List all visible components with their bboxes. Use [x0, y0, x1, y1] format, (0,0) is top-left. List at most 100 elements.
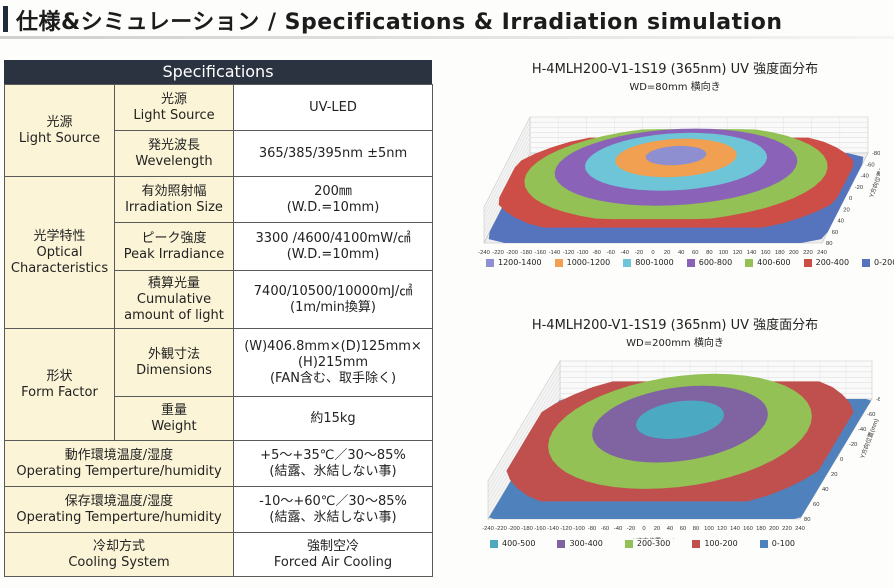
x-tick-label: -180 — [521, 526, 533, 532]
x-tick-label: 160 — [761, 250, 771, 256]
x-tick-label: 40 — [667, 526, 673, 532]
legend-label: 600-800 — [698, 258, 733, 267]
y-tick-label: 0 — [849, 196, 852, 202]
x-tick-label: 100 — [719, 250, 729, 256]
legend-swatch — [686, 258, 695, 267]
y-tick-label: -40 — [858, 427, 866, 433]
label-weight: 重量 Weight — [114, 396, 234, 441]
x-tick-label: -180 — [520, 250, 532, 256]
legend-label: 200-300 — [636, 539, 671, 548]
value-storage-env: -10～+60℃／30～85% (結露、氷結しない事) — [233, 486, 433, 533]
y-tick-label: 60 — [832, 230, 838, 236]
x-tick-label: 0 — [642, 526, 645, 532]
x-tick-label: -40 — [621, 250, 629, 256]
legend-label: 400-500 — [502, 539, 536, 548]
spec-row-cumulative: 積算光量 Cumulative amount of light 7400/105… — [5, 270, 433, 329]
chart-subtitle: WD=200mm 横向き — [626, 338, 724, 349]
legend-label: 1200-1400 — [498, 258, 542, 267]
x-tick-label: 40 — [678, 250, 684, 256]
legend-item: 0-100 — [759, 539, 795, 548]
spec-row-dimensions: 形状 Form Factor 外観寸法 Dimensions (W)406.8m… — [4, 328, 433, 441]
x-tick-label: -60 — [601, 526, 609, 532]
legend-item: 1200-1400 — [486, 258, 542, 267]
x-tick-label: 140 — [730, 526, 740, 532]
x-tick-label: -160 — [535, 250, 547, 256]
y-tick-label: -20 — [849, 442, 857, 448]
label-wavelength: 発光波長 Wevelength — [114, 130, 234, 177]
spec-row-weight: 重量 Weight 約15kg — [5, 396, 433, 441]
label-dimensions: 外観寸法 Dimensions — [114, 328, 234, 397]
spec-row-light-source: 光源 Light Source 光源 Light Source UV-LED — [4, 84, 433, 177]
label-storage-env: 保存環境温度/湿度 Operating Temperture/humidity — [4, 486, 234, 533]
x-tick-label: -220 — [492, 250, 504, 256]
legend-swatch — [490, 539, 498, 548]
legend-swatch — [759, 539, 768, 548]
x-tick-label: -100 — [577, 250, 589, 256]
x-tick-label: 80 — [706, 250, 712, 256]
legend-item: 400-600 — [745, 258, 791, 267]
y-axis-label: Y方向位置(mm) — [858, 417, 880, 459]
page-header: 仕様&シミュレーション / Specifications & Irradiati… — [0, 0, 894, 39]
spec-table-header: Specifications — [4, 60, 432, 84]
specifications-table: Specifications 光源 Light Source 光源 Light … — [4, 60, 433, 577]
legend-swatch — [486, 258, 494, 267]
legend-item: 200-400 — [803, 258, 850, 267]
y-tick-label: -60 — [866, 162, 874, 168]
x-tick-label: 60 — [692, 250, 698, 256]
label-peak-irradiance: ピーク強度 Peak Irradiance — [114, 222, 234, 271]
y-tick-label: 80 — [804, 517, 810, 523]
x-tick-label: -60 — [607, 250, 615, 256]
value-dimensions: (W)406.8mm×(D)125mm× (H)215mm (FAN含む、取手除… — [233, 328, 433, 397]
y-tick-label: -80 — [876, 397, 880, 403]
legend-label: 400-600 — [757, 258, 791, 267]
x-tick-label: -20 — [627, 526, 635, 532]
chart-title: H-4MLH200-V1-1S19 (365nm) UV 強度面分布 — [531, 318, 819, 333]
value-weight: 約15kg — [233, 396, 433, 441]
x-tick-label: 220 — [782, 526, 792, 532]
x-tick-label: 120 — [733, 250, 743, 256]
y-tick-label: -40 — [861, 174, 869, 180]
x-tick-label: -80 — [592, 250, 600, 256]
x-tick-label: 180 — [756, 526, 766, 532]
surface-band — [645, 145, 707, 166]
label-operating-env: 動作環境温度/湿度 Operating Temperture/humidity — [4, 440, 234, 487]
x-tick-label: 20 — [664, 250, 670, 256]
value-cumulative: 7400/10500/10000mJ/㎠ (1m/min換算) — [233, 270, 433, 329]
legend-label: 0-100 — [771, 539, 795, 548]
spec-row-irradiation-size: 光学特性 Optical Characteristics 有効照射幅 Irrad… — [4, 176, 433, 329]
legend-swatch — [745, 258, 754, 267]
x-tick-label: -140 — [549, 250, 561, 256]
legend-item: 600-800 — [686, 258, 733, 267]
label-irradiation-size: 有効照射幅 Irradiation Size — [114, 176, 234, 223]
legend-label: 200-400 — [815, 258, 850, 267]
category-optical: 光学特性 Optical Characteristics — [4, 176, 115, 329]
x-tick-label: -240 — [478, 250, 490, 256]
x-tick-label: 200 — [769, 526, 779, 532]
value-peak-irradiance: 3300 /4600/4100mW/㎠ (W.D.=10mm) — [233, 222, 433, 271]
x-tick-label: -100 — [573, 526, 585, 532]
legend-swatch — [862, 258, 871, 267]
x-tick-label: 60 — [680, 526, 686, 532]
spec-row-peak-irradiance: ピーク強度 Peak Irradiance 3300 /4600/4100mW/… — [5, 222, 433, 271]
y-tick-label: 60 — [813, 502, 819, 508]
x-tick-label: 100 — [704, 526, 714, 532]
legend-label: 100-200 — [704, 539, 738, 548]
legend-label: 800-1000 — [635, 258, 674, 267]
y-tick-label: 0 — [840, 457, 843, 463]
x-tick-label: 80 — [693, 526, 699, 532]
spec-row-storage-env: 保存環境温度/湿度 Operating Temperture/humidity … — [4, 486, 433, 533]
page-title: 仕様&シミュレーション / Specifications & Irradiati… — [16, 10, 783, 35]
x-tick-label: 220 — [803, 250, 813, 256]
spec-table-body: 光源 Light Source 光源 Light Source UV-LED 発… — [4, 84, 433, 577]
legend-item: 800-1000 — [623, 258, 674, 267]
x-tick-label: 20 — [654, 526, 660, 532]
header-accent-bar — [3, 6, 8, 32]
legend-label: 0-200 — [874, 258, 894, 267]
x-tick-label: 140 — [747, 250, 757, 256]
x-tick-label: -120 — [560, 526, 572, 532]
spec-row-wavelength: 発光波長 Wevelength 365/385/395nm ±5nm — [5, 130, 433, 177]
surface-chart-wd200: H-4MLH200-V1-1S19 (365nm) UV 強度面分布 WD=20… — [470, 314, 880, 548]
x-tick-label: 160 — [743, 526, 753, 532]
label-light-source: 光源 Light Source — [114, 84, 234, 131]
surface-band — [636, 400, 724, 439]
